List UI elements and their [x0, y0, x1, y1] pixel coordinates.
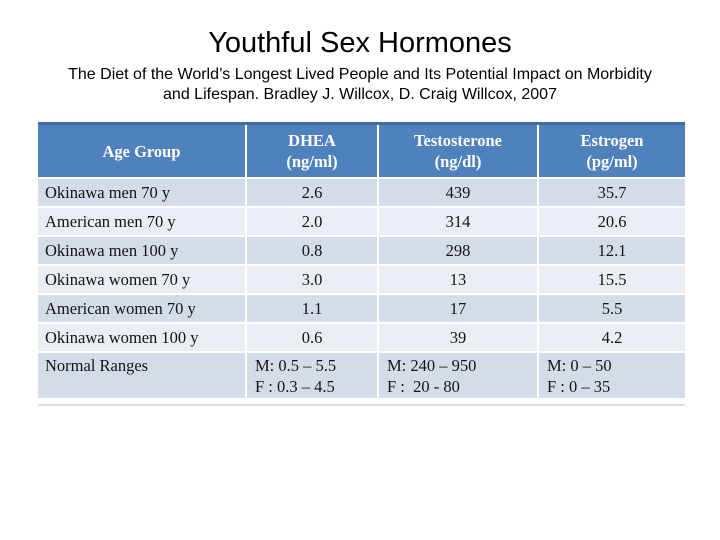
testosterone-value-cell: 39: [377, 322, 538, 352]
dhea-value-cell: 3.0: [245, 264, 378, 294]
dhea-value-cell: 1.1: [245, 293, 378, 323]
age-group-cell: American women 70 y: [38, 293, 246, 323]
estrogen-range-cell: M: 0 – 50 F : 0 – 35: [537, 351, 685, 398]
header-cell-estrogen: Estrogen (pg/ml): [537, 123, 685, 178]
testosterone-value-cell: 439: [377, 177, 538, 207]
estrogen-value-cell: 4.2: [537, 322, 685, 352]
estrogen-value-cell: 35.7: [537, 177, 685, 207]
table-row: Okinawa women 100 y 0.6 39 4.2: [38, 322, 685, 352]
hormone-table: Age Group DHEA (ng/ml) Testosterone (ng/…: [38, 122, 685, 398]
hormone-table-container: Age Group DHEA (ng/ml) Testosterone (ng/…: [38, 122, 685, 406]
testosterone-range-cell: M: 240 – 950 F : 20 - 80: [377, 351, 538, 398]
age-group-cell: Okinawa men 100 y: [38, 235, 246, 265]
estrogen-value-cell: 15.5: [537, 264, 685, 294]
table-row: Okinawa women 70 y 3.0 13 15.5: [38, 264, 685, 294]
header-cell-age-group: Age Group: [38, 123, 246, 178]
age-group-cell: Okinawa men 70 y: [38, 177, 246, 207]
age-group-cell: Okinawa women 70 y: [38, 264, 246, 294]
table-bottom-border: [38, 404, 685, 406]
table-row: Okinawa men 100 y 0.8 298 12.1: [38, 235, 685, 265]
age-group-cell: Normal Ranges: [38, 351, 246, 398]
slide-subtitle-line1: The Diet of the World’s Longest Lived Pe…: [68, 66, 652, 83]
dhea-value-cell: 0.8: [245, 235, 378, 265]
slide-subtitle: The Diet of the World’s Longest Lived Pe…: [0, 65, 720, 105]
table-row: Okinawa men 70 y 2.6 439 35.7: [38, 177, 685, 207]
estrogen-value-cell: 5.5: [537, 293, 685, 323]
dhea-value-cell: 0.6: [245, 322, 378, 352]
table-header-row: Age Group DHEA (ng/ml) Testosterone (ng/…: [38, 123, 685, 178]
testosterone-value-cell: 314: [377, 206, 538, 236]
age-group-cell: Okinawa women 100 y: [38, 322, 246, 352]
testosterone-value-cell: 298: [377, 235, 538, 265]
dhea-value-cell: 2.0: [245, 206, 378, 236]
dhea-value-cell: 2.6: [245, 177, 378, 207]
table-row: American men 70 y 2.0 314 20.6: [38, 206, 685, 236]
age-group-cell: American men 70 y: [38, 206, 246, 236]
testosterone-value-cell: 13: [377, 264, 538, 294]
title-block: Youthful Sex Hormones The Diet of the Wo…: [0, 0, 720, 105]
table-row: American women 70 y 1.1 17 5.5: [38, 293, 685, 323]
slide-title: Youthful Sex Hormones: [208, 27, 512, 59]
testosterone-value-cell: 17: [377, 293, 538, 323]
slide-subtitle-line2: and Lifespan. Bradley J. Willcox, D. Cra…: [163, 86, 557, 103]
header-cell-dhea: DHEA (ng/ml): [245, 123, 378, 178]
dhea-range-cell: M: 0.5 – 5.5 F : 0.3 – 4.5: [245, 351, 378, 398]
table-row-normal-ranges: Normal Ranges M: 0.5 – 5.5 F : 0.3 – 4.5…: [38, 351, 685, 398]
estrogen-value-cell: 12.1: [537, 235, 685, 265]
estrogen-value-cell: 20.6: [537, 206, 685, 236]
header-cell-testosterone: Testosterone (ng/dl): [377, 123, 538, 178]
